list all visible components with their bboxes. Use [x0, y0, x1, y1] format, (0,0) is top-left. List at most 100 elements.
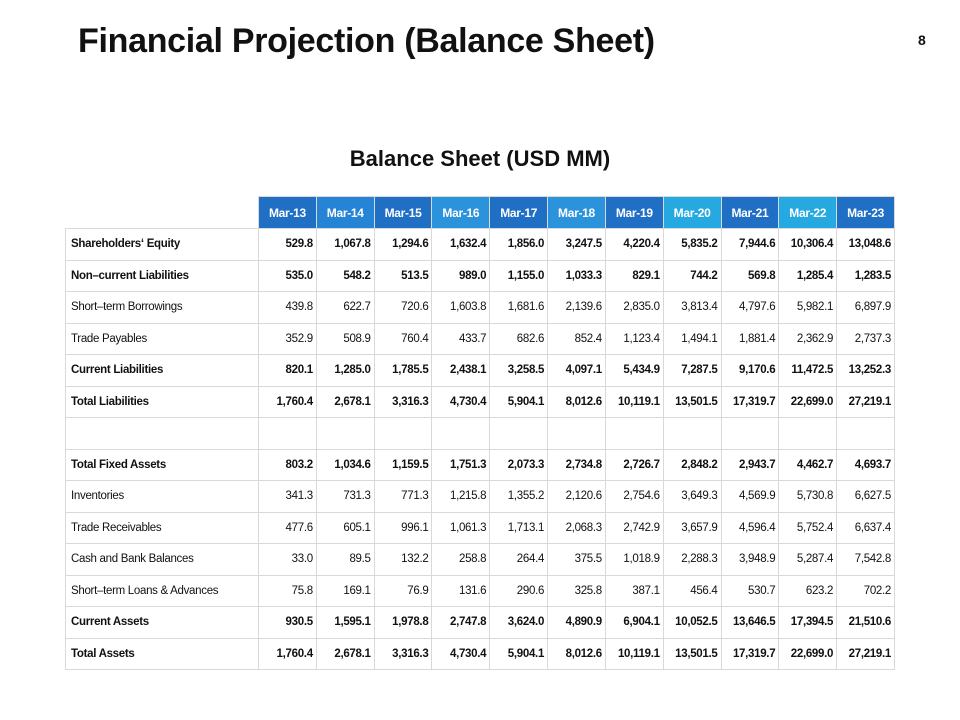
cell-value: 17,394.5: [778, 606, 838, 639]
cell-value: 439.8: [258, 291, 317, 324]
cell-value: 1,018.9: [604, 543, 664, 576]
cell-value: 1,760.4: [258, 637, 317, 670]
cell-value: 2,073.3: [489, 448, 549, 481]
cell-value: 290.6: [489, 574, 549, 607]
cell-value: 2,678.1: [315, 385, 375, 418]
cell-value: 1,215.8: [431, 480, 491, 513]
row-label: Short–term Loans & Advances: [65, 574, 259, 607]
cell-value: 7,287.5: [662, 354, 722, 387]
cell-value: 325.8: [547, 574, 606, 607]
cell-value: 2,288.3: [662, 543, 722, 576]
column-header: Mar-14: [315, 196, 375, 229]
cell-value: 17,319.7: [720, 637, 780, 670]
cell-value: 5,835.2: [662, 228, 722, 261]
cell-value: 2,120.6: [547, 480, 606, 513]
cell-value: 569.8: [720, 259, 780, 292]
cell-value: 5,982.1: [778, 291, 838, 324]
cell-value: 75.8: [258, 574, 317, 607]
cell-value: 477.6: [258, 511, 317, 544]
cell-value: 1,751.3: [431, 448, 491, 481]
cell-value: 387.1: [604, 574, 664, 607]
cell-value: 1,681.6: [489, 291, 549, 324]
row-label: Total Liabilities: [65, 385, 259, 418]
column-header: Mar-17: [489, 196, 549, 229]
cell-value: 989.0: [431, 259, 491, 292]
cell-value: 1,061.3: [431, 511, 491, 544]
cell-value: 529.8: [258, 228, 317, 261]
table-row: Trade Payables 352.9 508.9 760.4 433.7 682.6 8…: [65, 322, 895, 355]
cell-value: 8,012.6: [547, 385, 606, 418]
empty-cell: [65, 417, 259, 450]
cell-value: 6,904.1: [604, 606, 664, 639]
cell-value: 4,797.6: [720, 291, 780, 324]
cell-value: 352.9: [258, 322, 317, 355]
row-label: Short–term Borrowings: [65, 291, 259, 324]
cell-value: 4,890.9: [547, 606, 606, 639]
cell-value: 2,742.9: [604, 511, 664, 544]
row-label: Trade Receivables: [65, 511, 259, 544]
table-row: Non–current Liabilities 535.0 548.2 513.5 98…: [65, 259, 895, 292]
cell-value: 27,219.1: [836, 637, 895, 670]
empty-cell: [662, 417, 722, 450]
cell-value: 535.0: [258, 259, 317, 292]
cell-value: 3,316.3: [373, 385, 433, 418]
cell-value: 1,294.6: [373, 228, 433, 261]
cell-value: 1,285.4: [778, 259, 838, 292]
table-row: Trade Receivables 477.6 605.1 996.1 1,061.3 1…: [65, 511, 895, 544]
cell-value: 1,713.1: [489, 511, 549, 544]
slide-title: Financial Projection (Balance Sheet): [78, 22, 655, 60]
table-row: Total Liabilities 1,760.4 2,678.1 3,316.3 4,…: [65, 385, 895, 418]
cell-value: 720.6: [373, 291, 433, 324]
table-row: Short–term Loans & Advances 75.8 169.1 76.9…: [65, 574, 895, 607]
cell-value: 702.2: [836, 574, 895, 607]
cell-value: 4,596.4: [720, 511, 780, 544]
column-header: Mar-22: [778, 196, 838, 229]
cell-value: 3,657.9: [662, 511, 722, 544]
row-label: Current Assets: [65, 606, 259, 639]
cell-value: 508.9: [315, 322, 375, 355]
cell-value: 2,754.6: [604, 480, 664, 513]
row-label: Non–current Liabilities: [65, 259, 259, 292]
cell-value: 2,068.3: [547, 511, 606, 544]
cell-value: 622.7: [315, 291, 375, 324]
cell-value: 13,252.3: [836, 354, 895, 387]
cell-value: 2,835.0: [604, 291, 664, 324]
cell-value: 7,944.6: [720, 228, 780, 261]
cell-value: 623.2: [778, 574, 838, 607]
cell-value: 2,943.7: [720, 448, 780, 481]
cell-value: 1,603.8: [431, 291, 491, 324]
cell-value: 2,747.8: [431, 606, 491, 639]
table-row: Total Assets 1,760.4 2,678.1 3,316.3 4,730.4…: [65, 637, 895, 670]
cell-value: 2,139.6: [547, 291, 606, 324]
cell-value: 6,637.4: [836, 511, 895, 544]
column-header: Mar-18: [547, 196, 606, 229]
table-row: Current Assets 930.5 1,595.1 1,978.8 2,747.8…: [65, 606, 895, 639]
cell-value: 3,624.0: [489, 606, 549, 639]
cell-value: 1,978.8: [373, 606, 433, 639]
table-row: Inventories 341.3 731.3 771.3 1,215.8 1,355.2…: [65, 480, 895, 513]
cell-value: 433.7: [431, 322, 491, 355]
cell-value: 1,285.0: [315, 354, 375, 387]
cell-value: 27,219.1: [836, 385, 895, 418]
table-title: Balance Sheet (USD MM): [349, 146, 611, 171]
empty-cell: [836, 417, 895, 450]
column-header: Mar-21: [720, 196, 780, 229]
column-header: Mar-16: [431, 196, 491, 229]
cell-value: 5,287.4: [778, 543, 838, 576]
cell-value: 9,170.6: [720, 354, 780, 387]
empty-cell: [720, 417, 780, 450]
cell-value: 3,316.3: [373, 637, 433, 670]
cell-value: 22,699.0: [778, 637, 838, 670]
cell-value: 7,542.8: [836, 543, 895, 576]
cell-value: 820.1: [258, 354, 317, 387]
cell-value: 771.3: [373, 480, 433, 513]
cell-value: 513.5: [373, 259, 433, 292]
cell-value: 3,247.5: [547, 228, 606, 261]
header-row: Mar-13 Mar-14 Mar-15 Mar-16 Mar-17 Mar-18 Mar-…: [65, 196, 895, 229]
cell-value: 341.3: [258, 480, 317, 513]
cell-value: 10,052.5: [662, 606, 722, 639]
cell-value: 1,155.0: [489, 259, 549, 292]
table-row: Total Fixed Assets 803.2 1,034.6 1,159.5 1,7…: [65, 448, 895, 481]
cell-value: 1,123.4: [604, 322, 664, 355]
